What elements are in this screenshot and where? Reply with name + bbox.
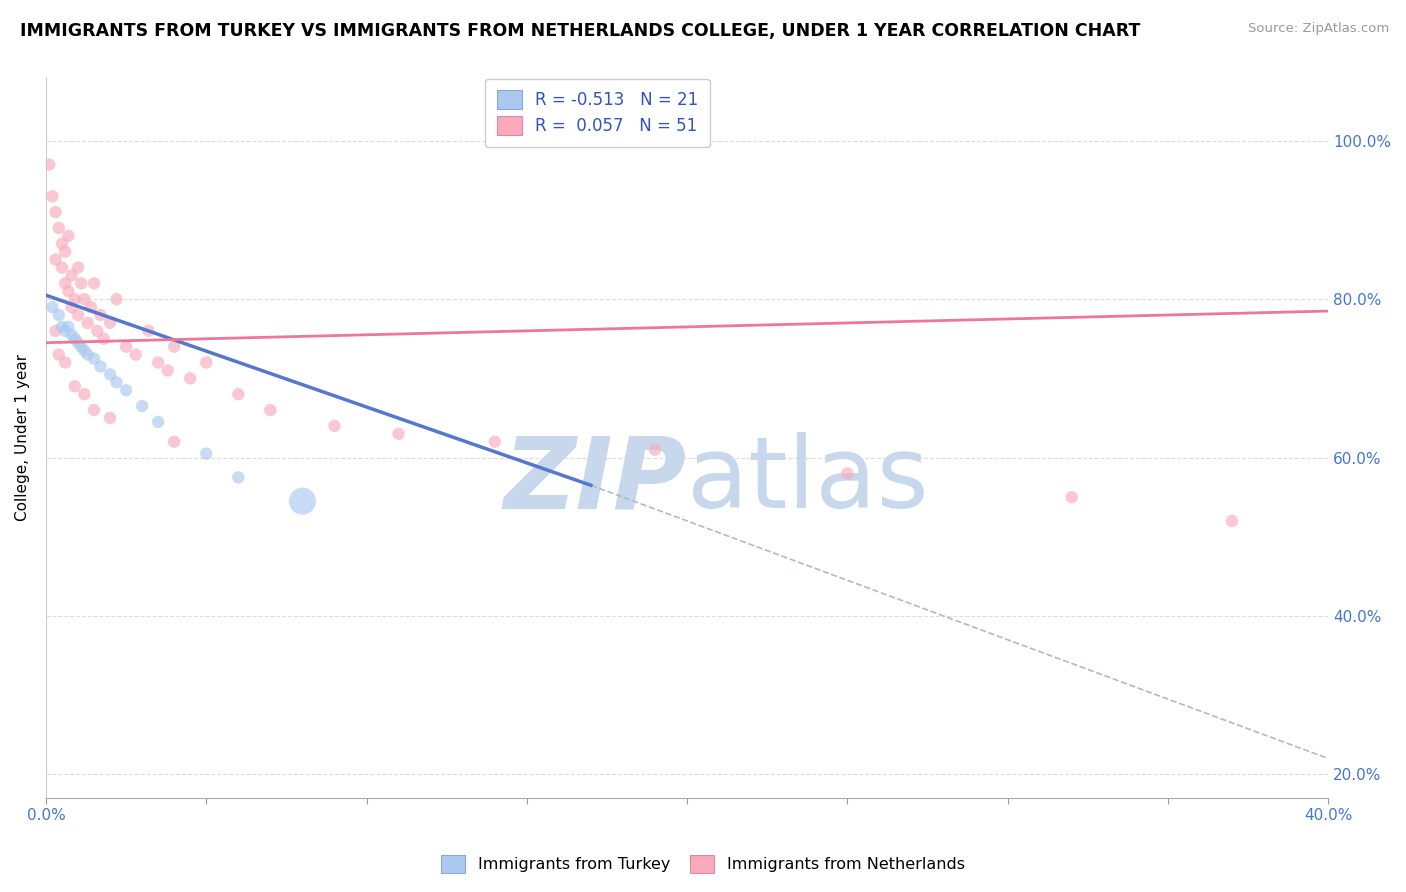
Point	[179, 371, 201, 385]
Point	[1060, 490, 1083, 504]
Point	[41, 300, 63, 314]
Point	[76, 316, 98, 330]
Point	[45, 252, 67, 267]
Point	[48, 308, 70, 322]
Point	[63, 332, 86, 346]
Point	[105, 376, 128, 390]
Point	[98, 411, 121, 425]
Point	[48, 348, 70, 362]
Point	[60, 300, 83, 314]
Point	[115, 340, 138, 354]
Point	[98, 316, 121, 330]
Point	[73, 292, 96, 306]
Point	[66, 335, 89, 350]
Point	[80, 300, 103, 314]
Point	[226, 387, 249, 401]
Point	[195, 355, 218, 369]
Point	[63, 379, 86, 393]
Point	[98, 368, 121, 382]
Point	[837, 467, 859, 481]
Point	[58, 285, 80, 299]
Point	[51, 260, 73, 275]
Point	[146, 415, 169, 429]
Point	[195, 447, 218, 461]
Point	[38, 157, 60, 171]
Point	[53, 324, 76, 338]
Y-axis label: College, Under 1 year: College, Under 1 year	[15, 354, 30, 521]
Point	[105, 292, 128, 306]
Point	[146, 355, 169, 369]
Point	[70, 277, 93, 291]
Point	[73, 343, 96, 358]
Point	[1220, 514, 1243, 528]
Point	[163, 434, 186, 449]
Point	[163, 340, 186, 354]
Point	[291, 494, 314, 508]
Point	[86, 324, 108, 338]
Point	[226, 470, 249, 484]
Point	[60, 268, 83, 283]
Point	[58, 228, 80, 243]
Point	[83, 277, 105, 291]
Point	[60, 327, 83, 342]
Legend: R = -0.513   N = 21, R =  0.057   N = 51: R = -0.513 N = 21, R = 0.057 N = 51	[485, 78, 710, 147]
Point	[156, 363, 179, 377]
Point	[115, 383, 138, 397]
Point	[41, 189, 63, 203]
Point	[66, 260, 89, 275]
Point	[45, 205, 67, 219]
Point	[644, 442, 666, 457]
Point	[53, 244, 76, 259]
Point	[76, 348, 98, 362]
Point	[125, 348, 148, 362]
Point	[63, 292, 86, 306]
Text: ZIP: ZIP	[505, 433, 688, 530]
Text: atlas: atlas	[688, 433, 929, 530]
Point	[53, 277, 76, 291]
Point	[83, 351, 105, 366]
Text: Source: ZipAtlas.com: Source: ZipAtlas.com	[1249, 22, 1389, 36]
Point	[259, 403, 281, 417]
Point	[51, 236, 73, 251]
Point	[70, 340, 93, 354]
Point	[45, 324, 67, 338]
Point	[138, 324, 160, 338]
Legend: Immigrants from Turkey, Immigrants from Netherlands: Immigrants from Turkey, Immigrants from …	[434, 848, 972, 880]
Point	[323, 418, 346, 433]
Point	[484, 434, 506, 449]
Point	[48, 220, 70, 235]
Point	[93, 332, 115, 346]
Point	[83, 403, 105, 417]
Point	[53, 355, 76, 369]
Point	[89, 308, 111, 322]
Point	[131, 399, 153, 413]
Point	[66, 308, 89, 322]
Point	[73, 387, 96, 401]
Point	[89, 359, 111, 374]
Point	[51, 319, 73, 334]
Point	[387, 426, 409, 441]
Point	[58, 319, 80, 334]
Text: IMMIGRANTS FROM TURKEY VS IMMIGRANTS FROM NETHERLANDS COLLEGE, UNDER 1 YEAR CORR: IMMIGRANTS FROM TURKEY VS IMMIGRANTS FRO…	[20, 22, 1140, 40]
